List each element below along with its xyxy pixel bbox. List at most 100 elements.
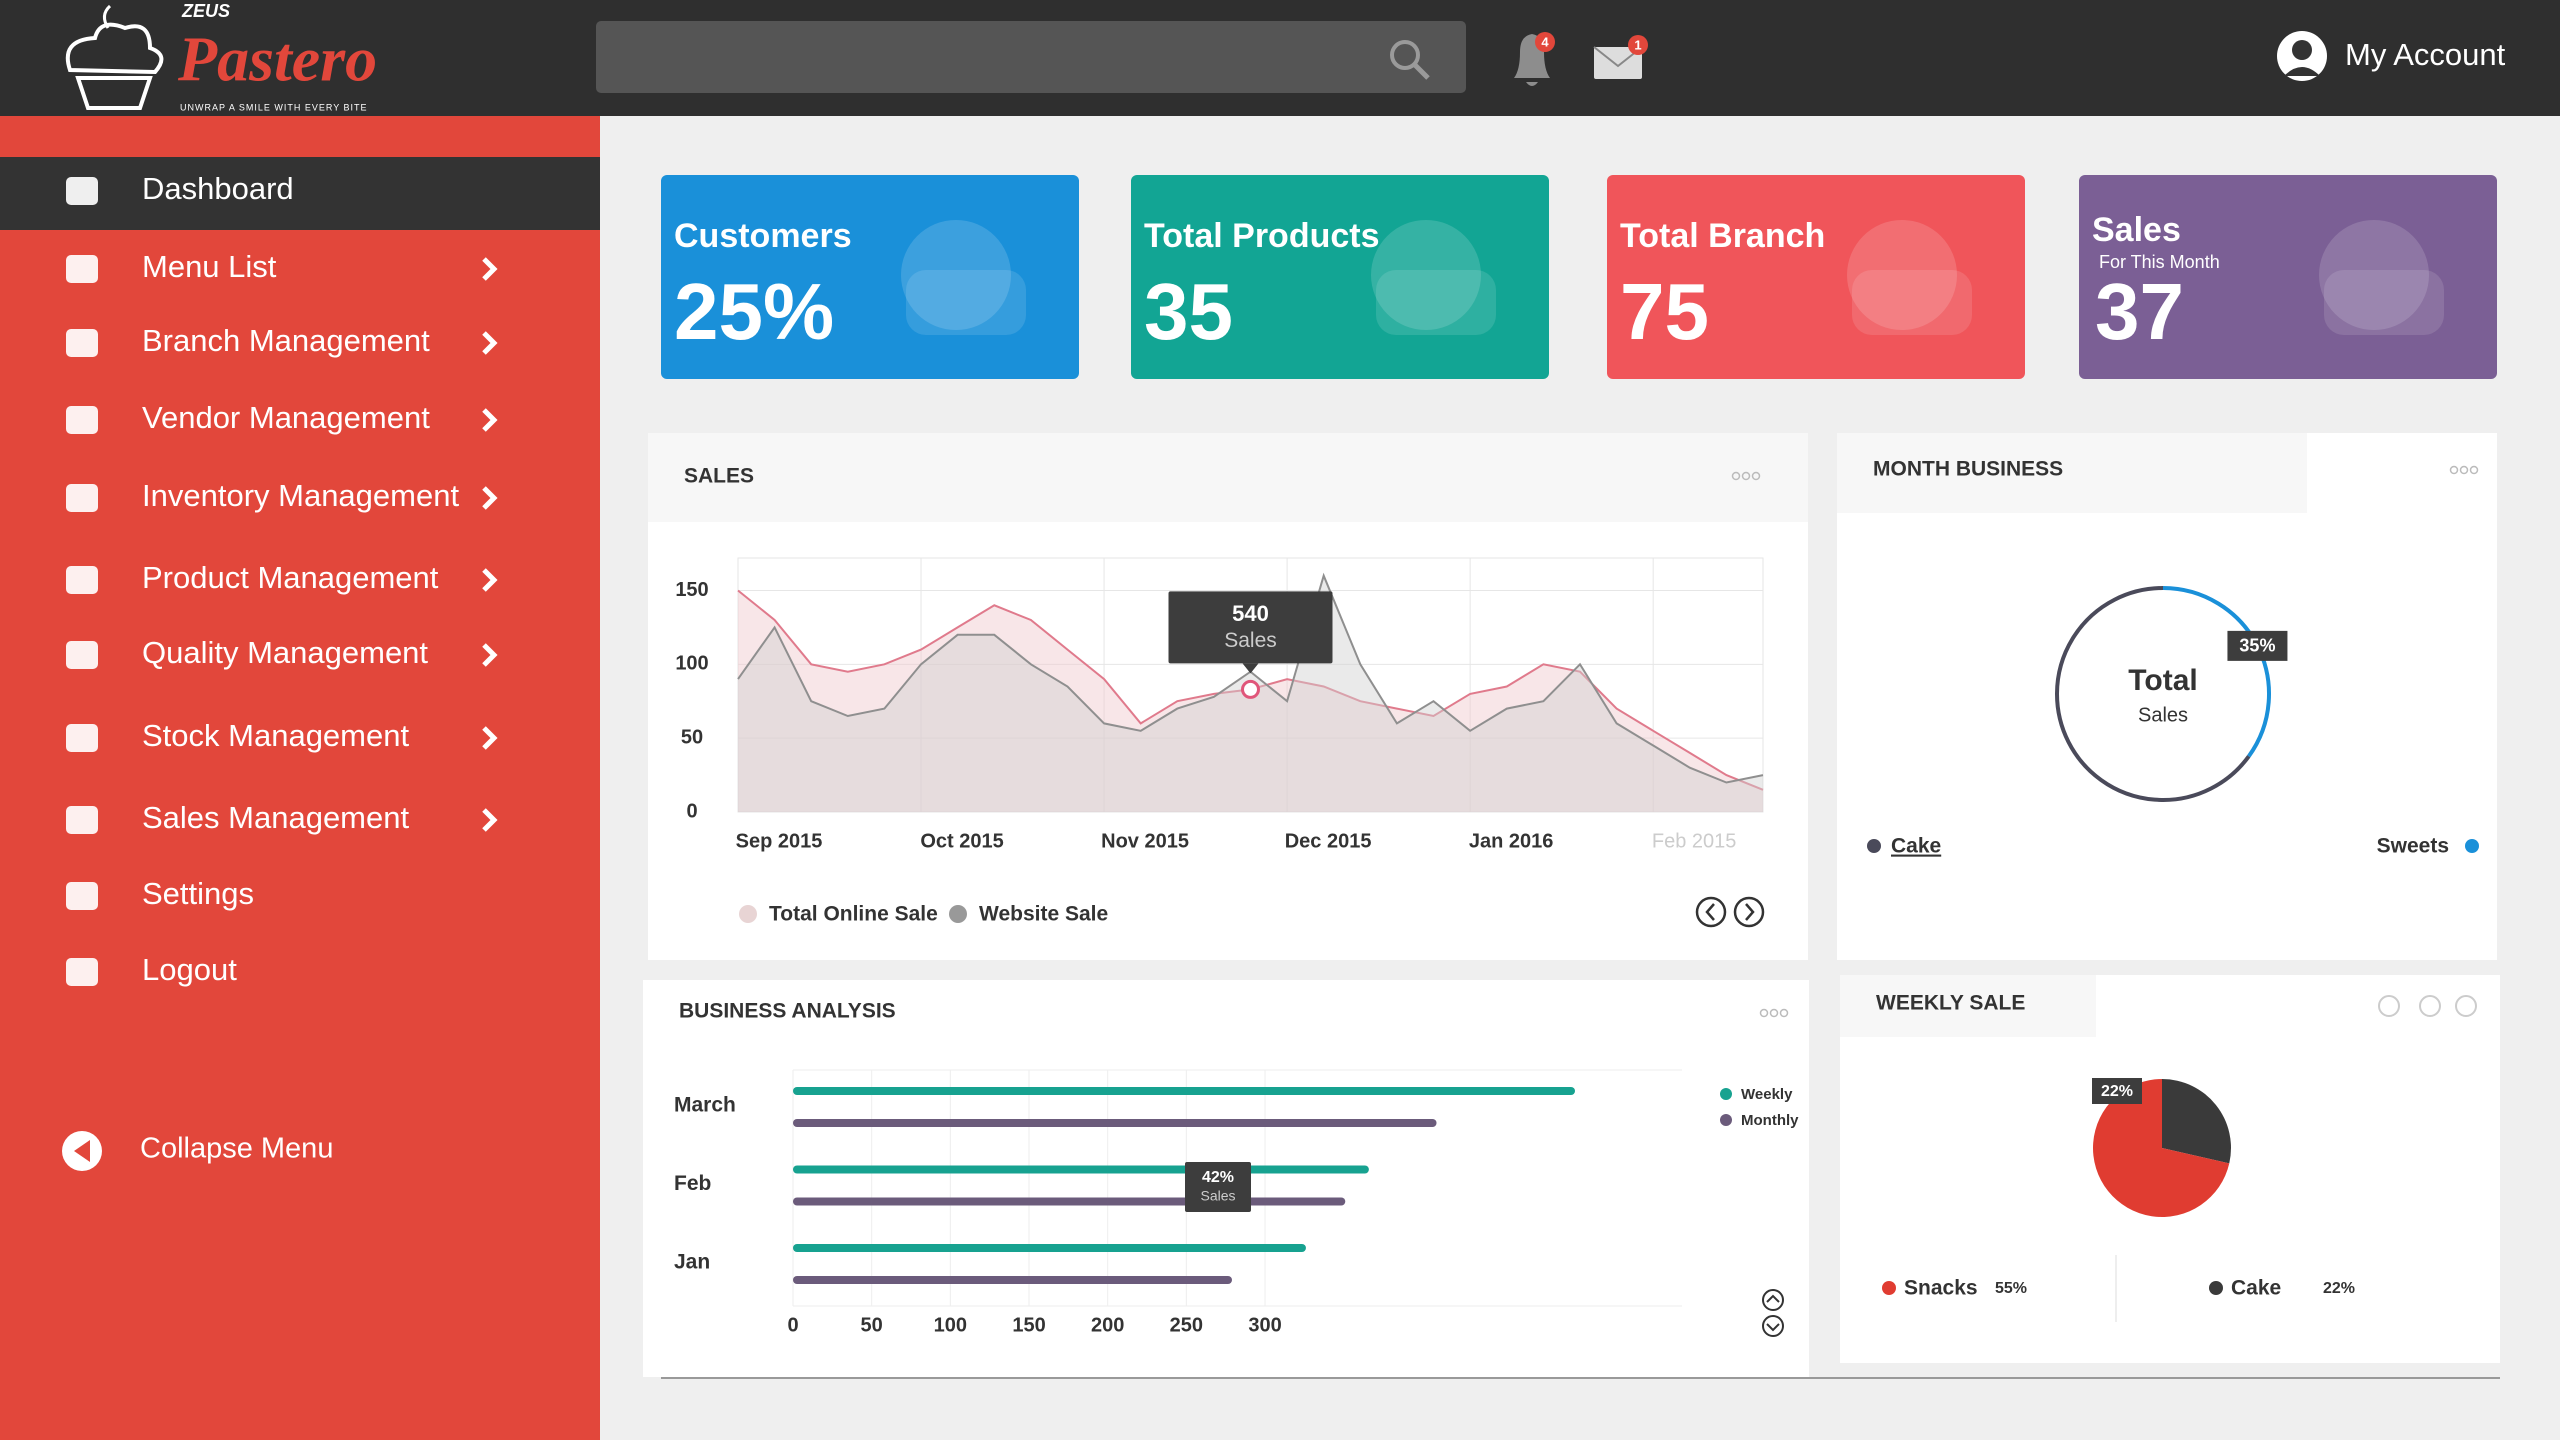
tooltip-pointer: [1242, 663, 1259, 674]
menu-item[interactable]: Product Management: [142, 560, 439, 595]
menu-icon: [66, 566, 98, 594]
menu-item[interactable]: Dashboard: [142, 171, 294, 206]
legend-swatch: [2465, 839, 2479, 853]
scroll-arrow: [1766, 1294, 1780, 1303]
stat-card: [661, 175, 1079, 379]
search-box[interactable]: [596, 21, 1466, 93]
avatar-body: [2284, 67, 2320, 76]
x-tick-label: 50: [861, 1314, 883, 1336]
legend-label[interactable]: Monthly: [1741, 1112, 1799, 1129]
menu-item[interactable]: Branch Management: [142, 323, 430, 358]
more-menu[interactable]: [2459, 465, 2469, 475]
scroll-button[interactable]: [1762, 1315, 1784, 1337]
legend-swatch: [1867, 839, 1881, 853]
panel-action[interactable]: [2378, 995, 2400, 1017]
menu-icon: [66, 806, 98, 834]
panel-title: MONTH BUSINESS: [1873, 458, 2063, 481]
legend-label[interactable]: Snacks: [1904, 1277, 1978, 1300]
menu-icon: [66, 958, 98, 986]
account-link[interactable]: My Account: [2345, 37, 2506, 72]
highlight-point: [1241, 679, 1260, 699]
y-tick-label: 100: [675, 653, 708, 675]
legend-swatch: [2209, 1281, 2223, 1295]
card-value: 75: [1620, 267, 1709, 356]
panel-header: [648, 433, 1808, 522]
tooltip-value: 42%: [1202, 1169, 1234, 1186]
menu-item[interactable]: Sales Management: [142, 800, 409, 835]
slice-label: 22%: [2101, 1083, 2133, 1100]
menu-icon: [66, 484, 98, 512]
slice-label-box: [2092, 1078, 2142, 1104]
x-tick-label: Dec 2015: [1285, 830, 1372, 852]
legend-label[interactable]: Website Sale: [979, 903, 1108, 926]
card-icon: [901, 220, 1011, 330]
menu-item[interactable]: Inventory Management: [142, 478, 459, 513]
chevron: [482, 808, 498, 832]
bar: [793, 1276, 1232, 1284]
menu-icon: [66, 255, 98, 283]
more-menu[interactable]: [1741, 471, 1751, 481]
menu-item[interactable]: Logout: [142, 952, 237, 987]
collapse-menu[interactable]: Collapse Menu: [140, 1133, 333, 1165]
menu-icon: [66, 177, 98, 205]
legend-label[interactable]: Sweets: [2377, 835, 2449, 858]
brand: ZEUS: [181, 1, 230, 21]
card-icon: [2319, 220, 2429, 330]
panel-action[interactable]: [2455, 995, 2477, 1017]
more-menu[interactable]: [1769, 1008, 1779, 1018]
x-tick-label: 200: [1091, 1314, 1124, 1336]
bar: [793, 1197, 1346, 1206]
menu-item[interactable]: Menu List: [142, 249, 277, 284]
scroll-arrow: [1766, 1323, 1780, 1332]
panel-header: [1840, 975, 2096, 1037]
pager-button[interactable]: [1733, 896, 1765, 928]
pager-arrow: [1745, 903, 1755, 921]
search-icon-handle: [1413, 63, 1430, 80]
message-count: 1: [1634, 37, 1641, 52]
more-menu[interactable]: [2469, 465, 2479, 475]
legend-label[interactable]: Total Online Sale: [769, 903, 938, 926]
mail-icon[interactable]: [1594, 47, 1642, 79]
stat-card: [2079, 175, 2497, 379]
card-title: Total Products: [1144, 217, 1380, 255]
y-tick-label: 0: [686, 800, 697, 822]
notification-badge: [1535, 32, 1555, 52]
card-icon: [1852, 270, 1972, 335]
stat-card: [1131, 175, 1549, 379]
x-tick-label: Nov 2015: [1101, 830, 1189, 852]
x-tick-label: 150: [1012, 1314, 1045, 1336]
search-icon[interactable]: [1390, 40, 1420, 70]
bar: [793, 1087, 1576, 1095]
more-menu[interactable]: [1731, 471, 1741, 481]
legend-label[interactable]: Cake: [1891, 835, 1941, 858]
more-menu[interactable]: [1751, 471, 1761, 481]
legend-swatch: [949, 905, 967, 923]
more-menu[interactable]: [1779, 1008, 1789, 1018]
y-tick-label: 50: [681, 726, 703, 748]
legend-swatch: [1720, 1114, 1732, 1126]
menu-item[interactable]: Settings: [142, 876, 254, 911]
scroll-button[interactable]: [1762, 1289, 1784, 1311]
legend-label[interactable]: Weekly: [1741, 1086, 1793, 1103]
menu-item[interactable]: Quality Management: [142, 635, 428, 670]
more-menu[interactable]: [2449, 465, 2459, 475]
card-icon: [906, 270, 1026, 335]
legend-label[interactable]: Cake: [2231, 1277, 2281, 1300]
chevron: [482, 408, 498, 432]
panel-action[interactable]: [2419, 995, 2441, 1017]
menu-item[interactable]: Vendor Management: [142, 400, 430, 435]
center-sublabel: Sales: [2138, 704, 2188, 726]
panel-title: SALES: [684, 465, 754, 488]
bar: [793, 1119, 1437, 1127]
y-tick-label: March: [674, 1094, 736, 1117]
logo-icon: [65, 22, 164, 110]
y-tick-label: Feb: [674, 1172, 711, 1195]
pager-button[interactable]: [1695, 896, 1727, 928]
panel: [1837, 433, 2497, 960]
menu-item[interactable]: Stock Management: [142, 718, 409, 753]
card-value: 37: [2095, 267, 2184, 356]
y-tick-label: Jan: [674, 1251, 710, 1274]
card-icon: [1847, 220, 1957, 330]
more-menu[interactable]: [1759, 1008, 1769, 1018]
legend-swatch: [1720, 1088, 1732, 1100]
